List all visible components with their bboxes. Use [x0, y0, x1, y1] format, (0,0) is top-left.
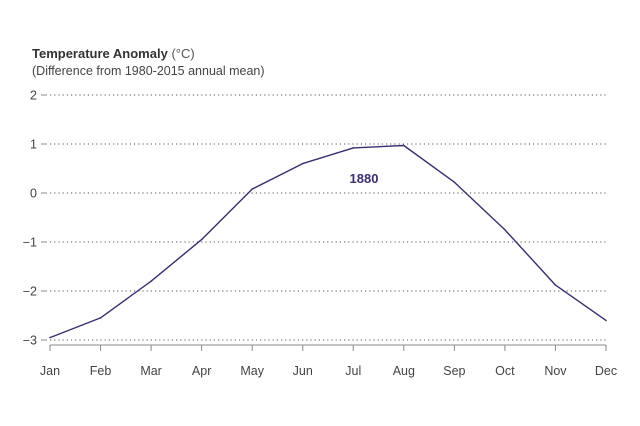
- x-tick-label: Aug: [393, 364, 415, 378]
- axis-layer: [41, 94, 607, 351]
- x-tick-label: Dec: [595, 364, 617, 378]
- data-point: [403, 144, 405, 147]
- data-point: [504, 228, 506, 231]
- x-tick-label: Nov: [544, 364, 567, 378]
- x-tick-label: May: [240, 364, 264, 378]
- chart-title: Temperature Anomaly (°C): [32, 46, 195, 61]
- y-tick-label: −1: [23, 236, 37, 250]
- data-point: [352, 147, 355, 149]
- y-tick-label: 2: [30, 89, 37, 103]
- series-layer: [49, 144, 607, 339]
- series-label: 1880: [350, 171, 379, 186]
- data-point: [49, 336, 51, 339]
- grid-layer: [50, 94, 606, 341]
- data-point: [554, 284, 557, 286]
- chart-subtitle: (Difference from 1980-2015 annual mean): [32, 64, 265, 78]
- x-tick-label: Apr: [192, 364, 211, 378]
- data-point: [251, 188, 253, 190]
- series-line: [49, 144, 607, 339]
- y-tick-label: −3: [23, 334, 37, 348]
- x-tick-label: Oct: [495, 364, 515, 378]
- data-point: [99, 317, 102, 319]
- data-point: [150, 280, 152, 283]
- chart-title-unit: (°C): [171, 46, 195, 61]
- data-point: [200, 238, 203, 241]
- data-point: [605, 319, 607, 322]
- x-tick-label: Jul: [345, 364, 361, 378]
- y-tick-label: 0: [30, 187, 37, 201]
- y-tick-label: −2: [23, 285, 37, 299]
- x-tick-label: Jan: [40, 364, 60, 378]
- chart-title-text: Temperature Anomaly: [32, 46, 168, 61]
- data-point: [453, 181, 456, 184]
- data-point: [301, 162, 304, 165]
- y-tick-label: 1: [30, 138, 37, 152]
- x-tick-label: Jun: [293, 364, 313, 378]
- x-tick-label: Mar: [140, 364, 162, 378]
- x-tick-label: Feb: [90, 364, 112, 378]
- x-tick-label: Sep: [443, 364, 465, 378]
- label-layer: 2 1 0 −1 −2 −3 Jan Feb Mar Apr May Jun Jul Aug Sep Oct N…: [23, 89, 617, 379]
